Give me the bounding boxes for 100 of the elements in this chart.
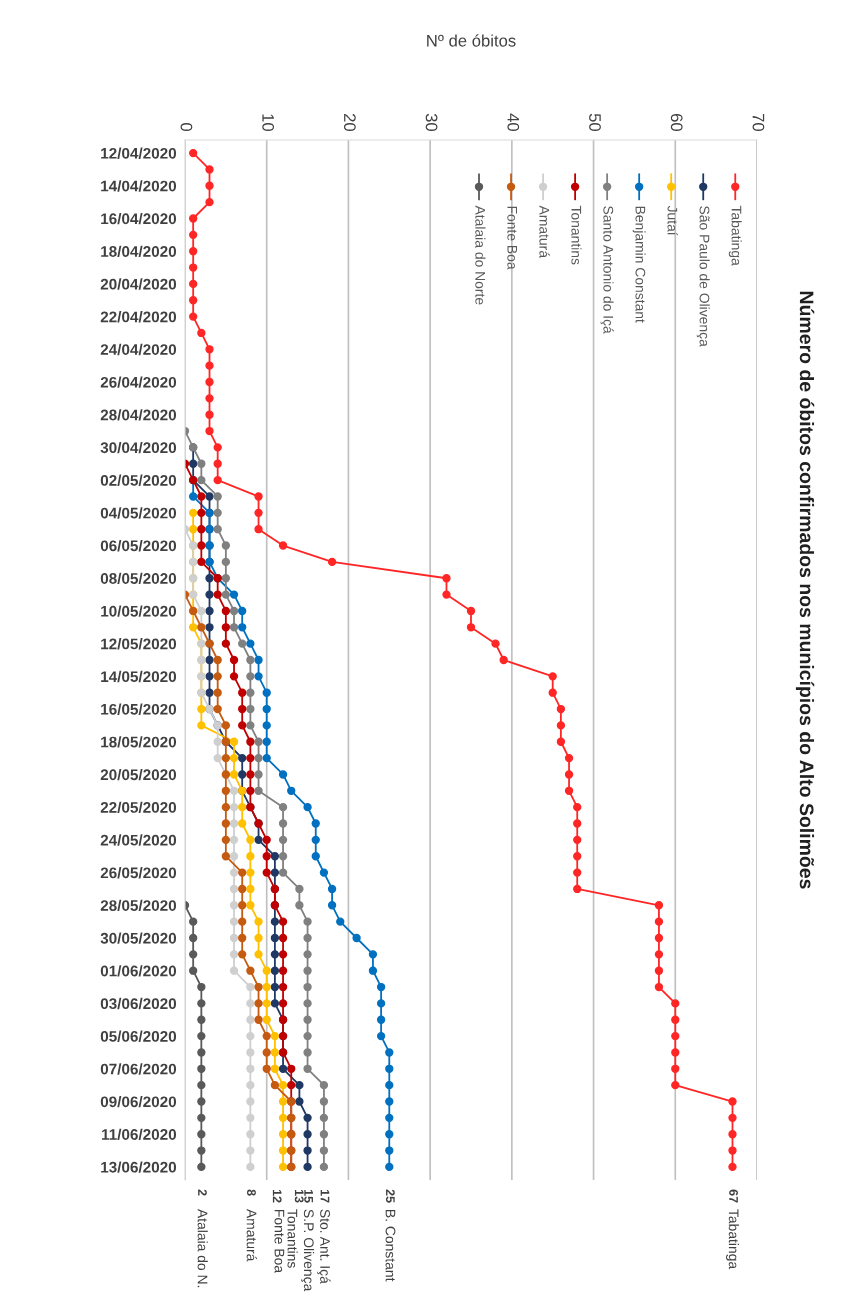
point [229,966,239,975]
point [278,950,288,959]
point [278,966,288,975]
point [189,966,198,975]
y-tick-label: 22/05/2020 [100,801,177,814]
point [221,721,231,730]
point [278,1162,288,1172]
point [376,1015,386,1024]
point [221,819,231,828]
text: Atalaia do N. [197,1208,208,1288]
point [327,884,337,894]
point [229,753,239,763]
point [246,1113,255,1123]
point [238,917,247,926]
y-tick-label: 18/04/2020 [101,245,177,258]
point [238,868,247,877]
point [303,1113,312,1123]
x-axis-title: Nº de óbitos [427,34,516,47]
point [254,737,263,746]
y-tick-label: 14/04/2020 [101,180,177,192]
point [368,950,378,959]
point [311,819,320,828]
point [278,917,288,926]
point [221,639,231,648]
y-tick-label: 12/04/2020 [101,147,177,159]
point [246,770,255,779]
x-tick-label: 40 [507,113,520,132]
annotation: 67 [729,1189,738,1203]
point [221,852,231,861]
point [270,852,280,861]
point [278,1080,288,1090]
annotation: 13 [294,1189,304,1203]
point [319,868,329,877]
point [205,590,214,599]
point [319,1113,329,1123]
point [246,1146,255,1155]
point [262,868,271,877]
point [270,950,280,959]
point [270,1048,280,1057]
point [303,933,312,943]
point [221,835,231,845]
x-tick-label: 50 [589,113,601,132]
point [246,901,255,910]
point [221,557,231,567]
point [319,1162,329,1172]
point [229,737,239,746]
point [229,917,239,926]
legend-label: Amaturá [539,205,550,259]
legend-label: Fonte Boa [507,206,517,270]
text: Sto. Ant. Içá [317,1209,331,1284]
point [213,525,222,534]
point [295,884,304,894]
point [327,901,337,910]
point [262,688,271,697]
y-tick-label: 14/05/2020 [101,670,177,683]
point [262,1048,271,1057]
point [189,525,198,534]
point [385,1080,394,1090]
point [213,672,222,681]
point [189,508,198,517]
point [319,1080,329,1090]
point [254,950,263,959]
y-tick-label: 05/06/2020 [100,1030,177,1042]
point [303,1130,312,1139]
point [189,917,198,926]
point [246,672,255,681]
legend-label: Atalaia do Norte [475,205,486,305]
y-tick-label: 22/04/2020 [100,311,177,323]
point [238,884,247,894]
point [189,950,198,959]
point [197,1048,206,1057]
point [278,852,288,861]
source-note: Fonte Boa [274,1210,285,1273]
point [262,966,271,975]
point [254,672,263,681]
annotation: 25 [385,1189,395,1203]
point [229,786,239,795]
point [278,1113,288,1123]
point [246,1130,255,1139]
point [270,966,280,975]
point [254,1015,263,1024]
point [295,901,304,910]
legend-label: Tabatinga [728,205,742,266]
point [295,1097,304,1106]
point [262,737,271,746]
point [246,1015,255,1024]
point [270,917,280,926]
point [278,835,288,845]
y-tick-label: 07/06/2020 [100,1063,177,1075]
point [336,917,345,926]
point [385,1130,394,1139]
point [197,459,206,468]
y-tick-label: 13/06/2020 [101,1161,177,1173]
point [229,901,239,910]
y-tick-label: 02/05/2020 [100,474,177,486]
point [270,1031,280,1041]
point [262,999,271,1008]
point [385,1048,394,1057]
annotation: 17 [320,1189,330,1203]
point [262,852,271,861]
